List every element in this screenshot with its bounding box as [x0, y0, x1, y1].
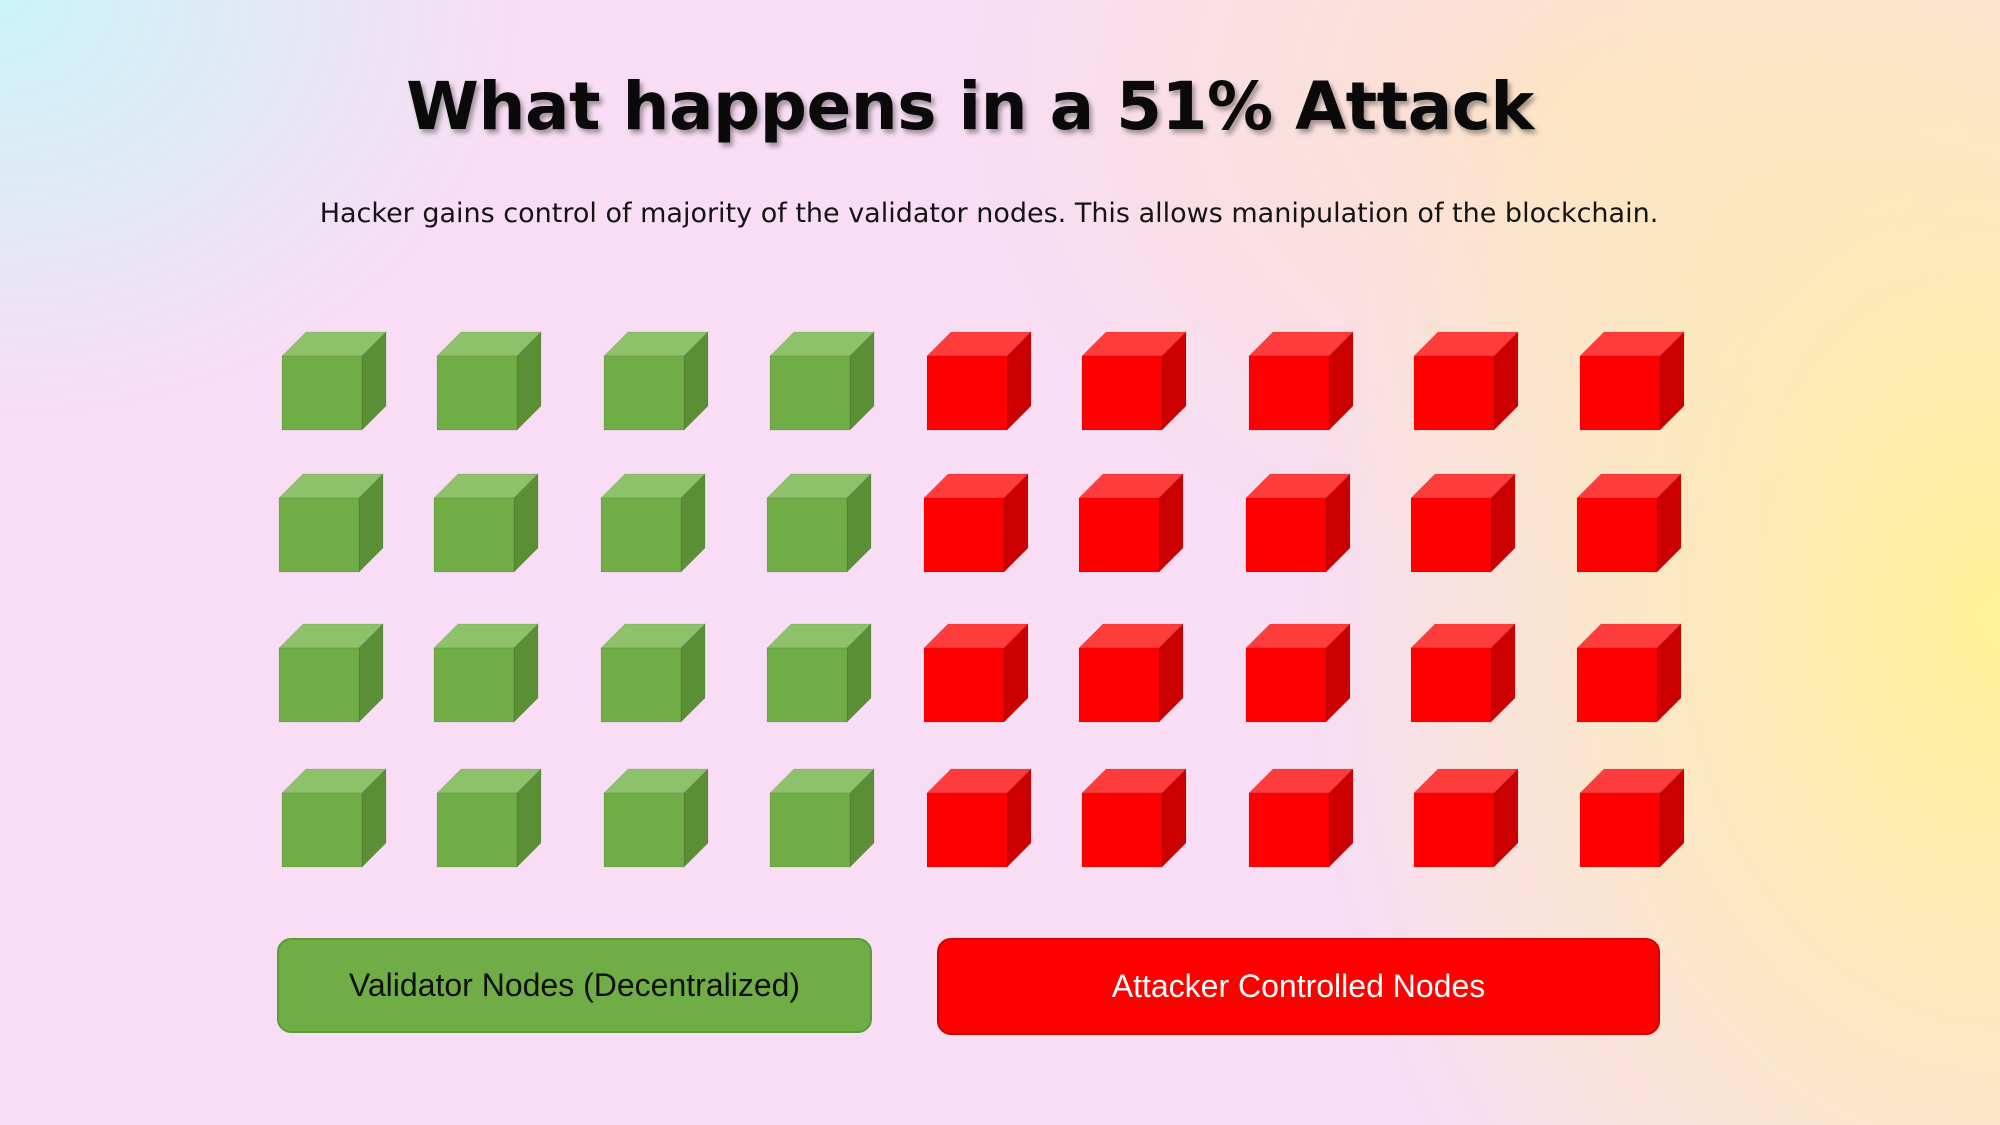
validator-node-cube [765, 622, 873, 724]
attacker-node-cube [925, 767, 1033, 869]
validator-node-cube [602, 767, 710, 869]
legend-attacker-nodes: Attacker Controlled Nodes [937, 938, 1660, 1035]
validator-node-cube [280, 767, 388, 869]
validator-node-cube [435, 767, 543, 869]
attacker-node-cube [1412, 767, 1520, 869]
attacker-node-cube [1247, 767, 1355, 869]
attacker-node-cube [1578, 330, 1686, 432]
validator-node-cube [432, 472, 540, 574]
attacker-node-cube [922, 472, 1030, 574]
legend-validator-nodes: Validator Nodes (Decentralized) [277, 938, 872, 1033]
attacker-node-cube [1244, 472, 1352, 574]
validator-node-cube [599, 472, 707, 574]
attacker-node-cube [1409, 472, 1517, 574]
validator-node-cube [602, 330, 710, 432]
attacker-node-cube [1578, 767, 1686, 869]
attacker-node-cube [925, 330, 1033, 432]
attacker-node-cube [922, 622, 1030, 724]
attacker-node-cube [1077, 622, 1185, 724]
page-title: What happens in a 51% Attack [406, 68, 1534, 145]
attacker-node-cube [1575, 472, 1683, 574]
validator-node-cube [435, 330, 543, 432]
attacker-node-cube [1409, 622, 1517, 724]
validator-node-cube [277, 622, 385, 724]
attacker-node-cube [1080, 767, 1188, 869]
legend-attacker-label: Attacker Controlled Nodes [1111, 968, 1486, 1004]
attacker-node-cube [1575, 622, 1683, 724]
validator-node-cube [432, 622, 540, 724]
legend-validator-label: Validator Nodes (Decentralized) [348, 967, 801, 1003]
attacker-node-cube [1077, 472, 1185, 574]
attacker-node-cube [1244, 622, 1352, 724]
attacker-node-cube [1247, 330, 1355, 432]
validator-node-cube [280, 330, 388, 432]
validator-node-cube [768, 330, 876, 432]
attacker-node-cube [1412, 330, 1520, 432]
validator-node-cube [277, 472, 385, 574]
validator-node-cube [599, 622, 707, 724]
validator-node-cube [768, 767, 876, 869]
page-subtitle: Hacker gains control of majority of the … [319, 198, 1659, 229]
attacker-node-cube [1080, 330, 1188, 432]
validator-node-cube [765, 472, 873, 574]
